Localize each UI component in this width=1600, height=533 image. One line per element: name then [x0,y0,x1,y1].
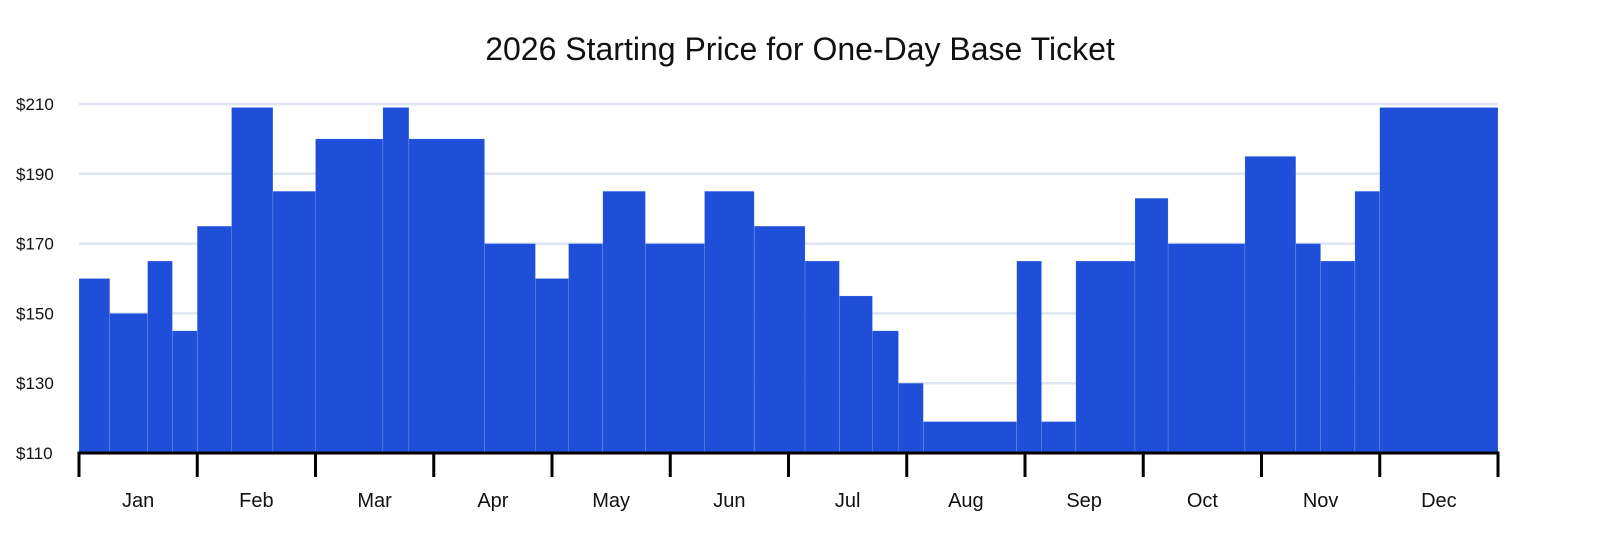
chart-title: 2026 Starting Price for One-Day Base Tic… [485,31,1115,67]
x-tick-label-jul: Jul [835,490,861,512]
price-bars [78,107,1499,454]
price-bar-22 [1016,260,1042,454]
y-tick-label-170: $170 [16,235,54,254]
price-bar-24 [1075,260,1136,454]
x-tick-label-nov: Nov [1303,490,1339,512]
price-bar-14 [645,243,705,454]
price-bar-18 [839,295,873,454]
price-bar-21 [923,421,1018,454]
price-bar-0 [78,278,111,454]
price-bar-25 [1134,197,1169,454]
price-bar-9 [408,138,485,454]
price-bar-23 [1041,421,1077,454]
price-bar-10 [484,243,536,454]
price-bar-8 [382,107,410,454]
y-tick-label-210: $210 [16,95,54,114]
x-tick-label-feb: Feb [239,490,273,512]
x-tick-label-jan: Jan [122,490,154,512]
price-bar-26 [1167,243,1246,454]
y-tick-label-190: $190 [16,165,54,184]
price-bar-19 [872,330,899,454]
price-bar-3 [172,330,198,454]
price-bar-20 [898,382,924,454]
price-bar-2 [147,260,173,454]
x-tick-label-dec: Dec [1421,490,1457,512]
price-bar-12 [568,243,604,454]
price-bar-16 [753,225,806,454]
x-tick-label-aug: Aug [948,490,984,512]
price-bar-29 [1320,260,1356,454]
price-bar-15 [704,190,755,454]
x-tick-label-mar: Mar [357,490,392,512]
price-bar-6 [272,190,316,454]
price-bar-30 [1354,190,1381,454]
y-tick-label-150: $150 [16,304,54,323]
x-tick-label-oct: Oct [1187,490,1219,512]
price-bar-28 [1295,243,1321,454]
x-tick-label-sep: Sep [1066,490,1102,512]
y-tick-label-110: $110 [16,444,53,463]
price-bar-13 [602,190,646,454]
price-bar-1 [109,313,148,454]
y-tick-label-130: $130 [16,374,54,393]
y-axis: $110 $130 $150 $170 $190 $210 [16,95,54,463]
price-bar-17 [804,260,840,454]
price-bar-7 [315,138,384,454]
price-bar-31 [1379,107,1499,454]
price-bar-27 [1244,156,1297,454]
x-tick-label-jun: Jun [713,490,745,512]
x-tick-label-may: May [592,490,630,512]
price-bar-4 [196,225,232,454]
price-bar-11 [535,278,569,454]
x-axis: Jan Feb Mar Apr May Jun Jul Aug Sep Oct Nov Dec [77,451,1500,512]
x-tick-label-apr: Apr [477,490,508,512]
price-bar-5 [231,107,274,454]
